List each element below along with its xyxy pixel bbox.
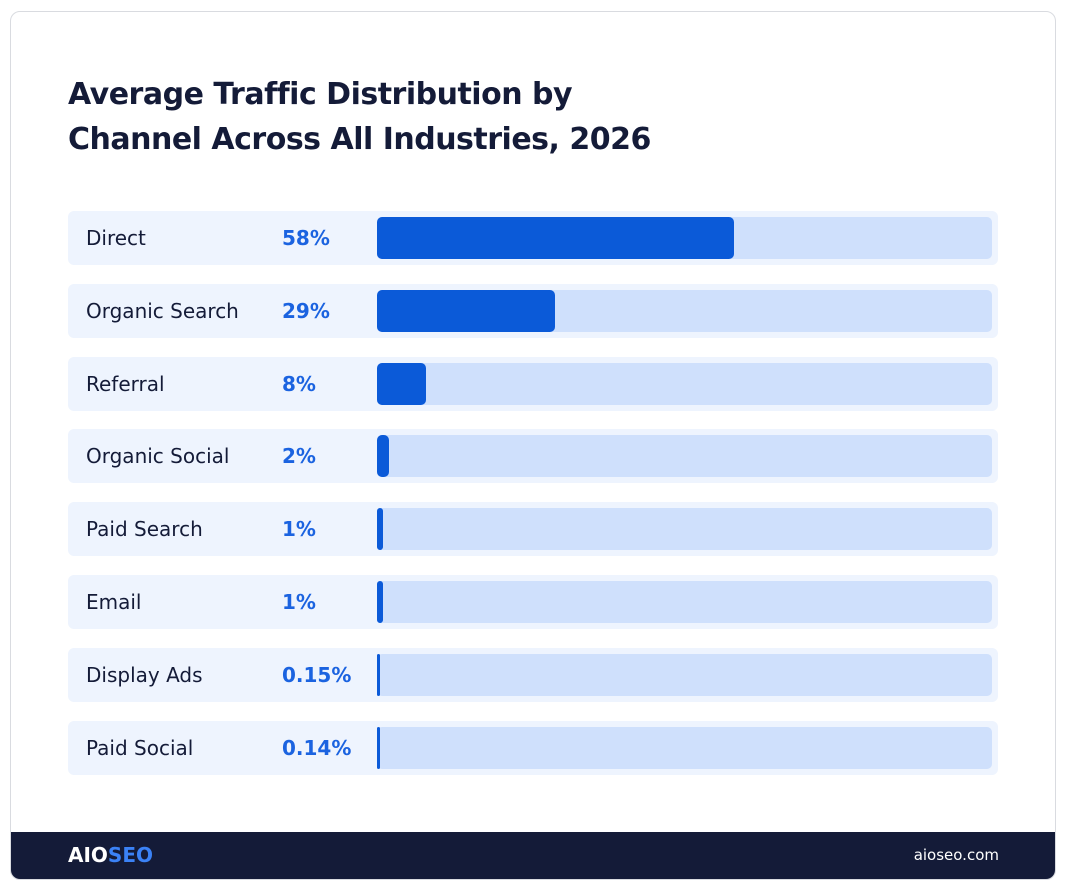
bar-row: Direct 58% [68, 211, 998, 265]
value-label: 1% [282, 517, 316, 542]
bar [377, 508, 384, 551]
category-label: Organic Social [86, 444, 230, 469]
bar-track [377, 289, 992, 332]
bar-track [377, 217, 992, 259]
site-url: aioseo.com [913, 846, 999, 864]
category-label: Email [86, 590, 142, 614]
bar-row: Paid Social 0.14% [68, 720, 998, 775]
category-label: Display Ads [86, 662, 203, 687]
value-label: 0.14% [282, 735, 352, 760]
value-label: 8% [282, 371, 316, 396]
category-label: Referral [86, 371, 165, 396]
bar-track [377, 726, 992, 769]
category-label: Paid Search [86, 517, 203, 542]
bar-row: Organic Search 29% [68, 283, 998, 338]
value-label: 58% [282, 226, 330, 250]
bar-row: Referral 8% [68, 356, 998, 411]
bar [377, 435, 390, 478]
bar-row: Email 1% [68, 575, 998, 629]
bar-track [377, 653, 992, 696]
bar [377, 653, 380, 696]
card: Average Traffic Distribution by Channel … [10, 11, 1056, 880]
bar [377, 289, 556, 332]
bar [377, 217, 734, 259]
brand-main: AIO [68, 843, 108, 867]
chart-title: Average Traffic Distribution by Channel … [68, 77, 651, 157]
category-label: Direct [86, 226, 146, 250]
value-label: 2% [282, 444, 316, 469]
bar-row: Display Ads 0.15% [68, 647, 998, 702]
bar-track [377, 508, 992, 551]
bar-row: Paid Search 1% [68, 502, 998, 557]
bar-track [377, 362, 992, 405]
bar [377, 581, 384, 623]
category-label: Paid Social [86, 735, 194, 760]
footer: AIOSEO aioseo.com [11, 832, 1055, 879]
value-label: 0.15% [282, 662, 352, 687]
bar-track [377, 435, 992, 478]
value-label: 29% [282, 298, 330, 323]
bar [377, 362, 427, 405]
category-label: Organic Search [86, 298, 239, 323]
brand-accent: SEO [107, 843, 153, 867]
bar-track [377, 581, 992, 623]
brand-logo: AIOSEO [68, 832, 153, 879]
value-label: 1% [282, 590, 316, 614]
bar-row: Organic Social 2% [68, 429, 998, 484]
bar [377, 726, 380, 769]
